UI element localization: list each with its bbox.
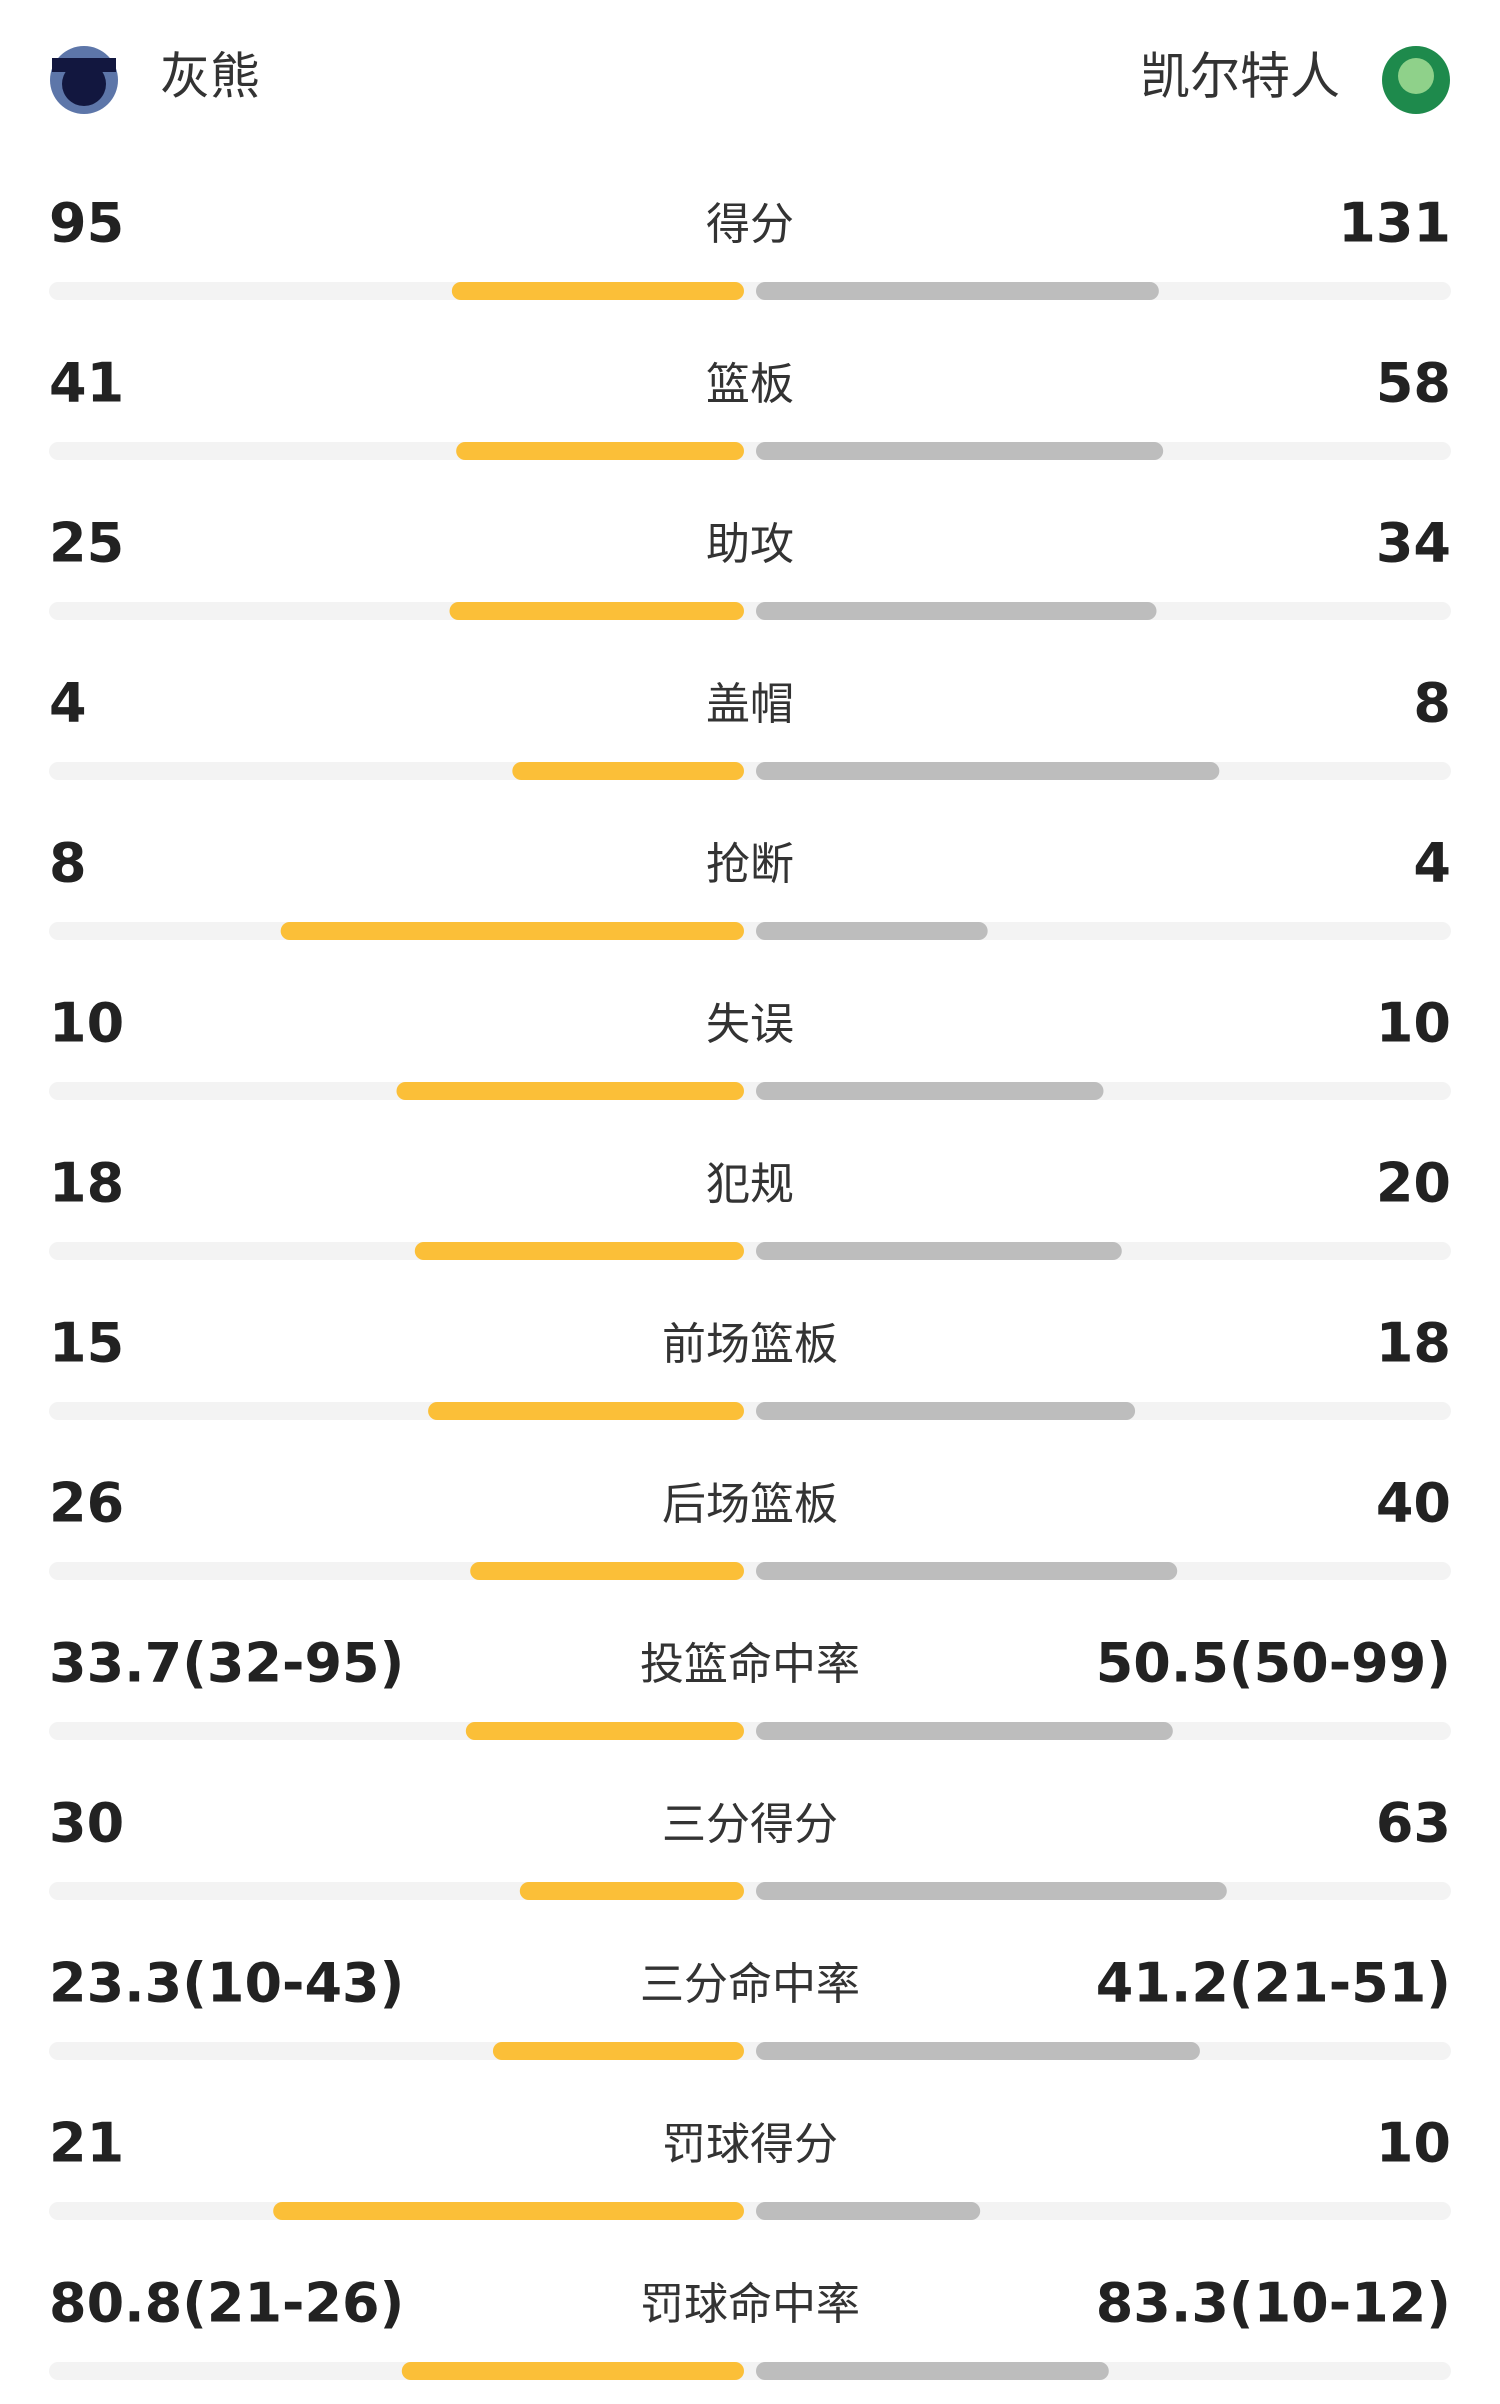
stat-label: 篮板 <box>706 359 794 410</box>
home-value: 23.3(10-43) <box>49 1952 404 2015</box>
away-bar <box>756 1402 1136 1420</box>
away-logo <box>1382 46 1450 114</box>
stat-label: 前场篮板 <box>662 1319 838 1370</box>
bar-track <box>49 2042 1451 2060</box>
home-bar <box>470 1562 744 1580</box>
bar-track <box>49 1082 1451 1100</box>
bar-track <box>49 442 1451 460</box>
home-value: 30 <box>49 1792 124 1855</box>
away-bar <box>756 1882 1227 1900</box>
stat-label: 抢断 <box>706 839 794 890</box>
bar-track <box>49 1242 1451 1260</box>
bar-track <box>49 2202 1451 2220</box>
away-bar <box>756 282 1159 300</box>
away-value: 10 <box>1376 2112 1451 2175</box>
away-bar <box>756 1242 1122 1260</box>
away-value: 34 <box>1376 512 1451 575</box>
bar-track <box>49 602 1451 620</box>
bar-track <box>49 1562 1451 1580</box>
home-bar <box>396 1082 744 1100</box>
home-bar <box>273 2202 744 2220</box>
home-bar <box>512 762 744 780</box>
away-bar <box>756 2202 981 2220</box>
bar-track <box>49 2362 1451 2380</box>
home-value: 4 <box>49 672 87 735</box>
home-value: 25 <box>49 512 124 575</box>
away-value: 20 <box>1376 1152 1451 1215</box>
home-bar <box>465 1722 744 1740</box>
home-bar <box>492 2042 744 2060</box>
away-value: 83.3(10-12) <box>1096 2272 1451 2335</box>
away-bar <box>756 762 1220 780</box>
home-value: 80.8(21-26) <box>49 2272 404 2335</box>
away-bar <box>756 1722 1173 1740</box>
stat-label: 投篮命中率 <box>640 1639 860 1690</box>
stat-label: 犯规 <box>706 1159 794 1210</box>
away-bar <box>756 1082 1104 1100</box>
bar-track <box>49 762 1451 780</box>
stat-label: 盖帽 <box>706 679 794 730</box>
stat-label: 助攻 <box>706 519 794 570</box>
stat-label: 罚球得分 <box>662 2119 838 2170</box>
stat-label: 得分 <box>706 199 794 250</box>
away-value: 58 <box>1376 352 1451 415</box>
home-bar <box>519 1882 744 1900</box>
away-value: 40 <box>1376 1472 1451 1535</box>
home-bar <box>280 922 744 940</box>
away-bar <box>756 442 1164 460</box>
home-value: 8 <box>49 832 87 895</box>
home-value: 41 <box>49 352 124 415</box>
home-bar <box>456 442 744 460</box>
home-value: 18 <box>49 1152 124 1215</box>
home-bar <box>451 282 744 300</box>
stat-label: 后场篮板 <box>662 1479 838 1530</box>
away-bar <box>756 602 1157 620</box>
stat-label: 三分命中率 <box>640 1959 860 2010</box>
stat-label: 罚球命中率 <box>640 2279 860 2330</box>
away-bar <box>756 2042 1200 2060</box>
away-team: 凯尔特人 <box>1140 48 1340 106</box>
home-bar <box>428 1402 744 1420</box>
away-value: 8 <box>1413 672 1451 735</box>
away-value: 4 <box>1413 832 1451 895</box>
bar-track <box>49 1882 1451 1900</box>
bar-track <box>49 1722 1451 1740</box>
home-value: 15 <box>49 1312 124 1375</box>
home-value: 95 <box>49 192 124 255</box>
bar-track <box>49 282 1451 300</box>
away-value: 10 <box>1376 992 1451 1055</box>
away-bar <box>756 1562 1178 1580</box>
home-bar <box>414 1242 744 1260</box>
stat-label: 失误 <box>706 999 794 1050</box>
away-value: 41.2(21-51) <box>1096 1952 1451 2015</box>
bar-track <box>49 1402 1451 1420</box>
away-value: 50.5(50-99) <box>1096 1632 1451 1695</box>
away-value: 63 <box>1376 1792 1451 1855</box>
away-value: 18 <box>1376 1312 1451 1375</box>
home-bar <box>449 602 744 620</box>
home-value: 33.7(32-95) <box>49 1632 404 1695</box>
home-value: 21 <box>49 2112 124 2175</box>
stat-label: 三分得分 <box>662 1799 838 1850</box>
home-value: 10 <box>49 992 124 1055</box>
home-bar <box>401 2362 744 2380</box>
bar-track <box>49 922 1451 940</box>
away-value: 131 <box>1338 192 1451 255</box>
home-team: 灰熊 <box>160 48 260 106</box>
home-logo <box>50 46 118 114</box>
away-bar <box>756 2362 1109 2380</box>
home-value: 26 <box>49 1472 124 1535</box>
away-bar <box>756 922 988 940</box>
